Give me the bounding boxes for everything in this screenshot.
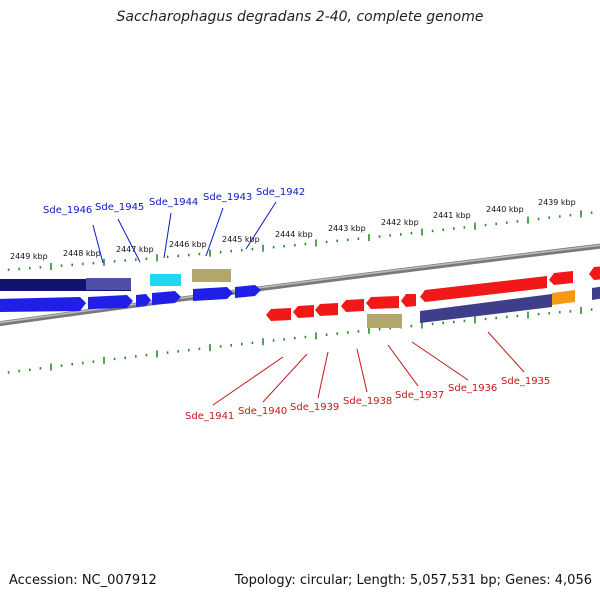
gene-label-sde-1937[interactable]: Sde_1937	[395, 390, 444, 401]
map-title: Saccharophagus degradans 2-40, complete …	[116, 9, 484, 25]
label-leader-line	[92, 224, 104, 264]
gene-arrow-reverse[interactable]	[401, 294, 416, 307]
kbp-label-2445: 2445 kbp	[222, 235, 260, 244]
kbp-label-2447: 2447 kbp	[116, 245, 154, 254]
gene-arrow-reverse[interactable]	[315, 303, 338, 316]
kbp-label-2439: 2439 kbp	[538, 198, 576, 207]
gene-arrow-forward[interactable]	[235, 285, 261, 298]
gene-bar-khaki[interactable]	[367, 314, 402, 328]
kbp-label-2448: 2448 kbp	[63, 249, 101, 258]
gene-bar-orange[interactable]	[552, 290, 575, 305]
label-leader-line	[205, 207, 224, 257]
gene-arrow-reverse[interactable]	[420, 276, 547, 302]
label-leader-line	[317, 351, 329, 399]
lower-ruler-ticks	[7, 306, 593, 374]
gene-arrow-reverse[interactable]	[366, 296, 399, 309]
gene-label-sde-1940[interactable]: Sde_1940	[238, 406, 287, 417]
label-leader-line	[117, 218, 141, 263]
kbp-label-2444: 2444 kbp	[275, 230, 313, 239]
label-leader-line	[245, 201, 277, 250]
gene-bar-slate[interactable]	[86, 278, 131, 290]
gene-label-sde-1946[interactable]: Sde_1946	[43, 205, 92, 216]
gene-label-sde-1941[interactable]: Sde_1941	[185, 411, 234, 422]
label-leader-line	[163, 212, 172, 259]
gene-label-sde-1943[interactable]: Sde_1943	[203, 192, 252, 203]
gene-bar-indigo[interactable]	[592, 286, 600, 300]
gene-label-sde-1935[interactable]: Sde_1935	[501, 376, 550, 387]
gene-arrow-forward[interactable]	[0, 297, 86, 312]
gene-bar-khaki[interactable]	[192, 269, 231, 282]
kbp-label-2449: 2449 kbp	[10, 252, 48, 261]
accession-text: Accession: NC_007912	[9, 573, 157, 588]
label-leader-line	[356, 348, 368, 393]
label-leader-line	[411, 341, 469, 381]
gene-arrow-forward[interactable]	[193, 287, 233, 301]
gene-arrow-reverse[interactable]	[266, 308, 291, 321]
gene-arrow-reverse[interactable]	[549, 271, 573, 285]
gene-label-sde-1936[interactable]: Sde_1936	[448, 383, 497, 394]
label-leader-line	[387, 344, 419, 387]
kbp-label-2440: 2440 kbp	[486, 205, 524, 214]
gene-label-sde-1945[interactable]: Sde_1945	[95, 202, 144, 213]
gene-arrow-reverse[interactable]	[293, 305, 314, 318]
gene-label-sde-1939[interactable]: Sde_1939	[290, 402, 339, 413]
gene-bar-indigo[interactable]	[420, 294, 552, 323]
kbp-label-2441: 2441 kbp	[433, 211, 471, 220]
genome-backbone	[0, 243, 600, 327]
gene-label-sde-1944[interactable]: Sde_1944	[149, 197, 198, 208]
kbp-label-2443: 2443 kbp	[328, 224, 366, 233]
gene-label-sde-1938[interactable]: Sde_1938	[343, 396, 392, 407]
genome-backbone-highlight	[0, 244, 600, 324]
gene-bar-cyan[interactable]	[150, 274, 181, 286]
kbp-label-2442: 2442 kbp	[381, 218, 419, 227]
label-leader-line	[262, 353, 308, 403]
genome-stats-text: Topology: circular; Length: 5,057,531 bp…	[234, 573, 592, 588]
gene-arrow-forward[interactable]	[136, 294, 151, 307]
gene-arrow-forward[interactable]	[152, 291, 181, 305]
label-leader-line	[212, 356, 284, 406]
gene-arrow-reverse[interactable]	[589, 266, 600, 280]
gene-arrow-forward[interactable]	[88, 295, 133, 309]
upper-ruler-ticks	[7, 210, 593, 271]
label-leader-line	[487, 331, 525, 373]
gene-arrow-reverse[interactable]	[341, 299, 364, 312]
kbp-label-2446: 2446 kbp	[169, 240, 207, 249]
gene-label-sde-1942[interactable]: Sde_1942	[256, 187, 305, 198]
